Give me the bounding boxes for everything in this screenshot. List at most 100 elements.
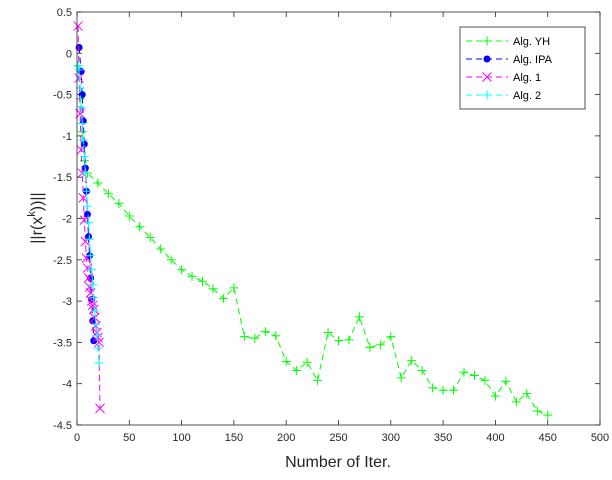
data-point [85,234,95,244]
x-tick-label: 150 [225,432,243,444]
data-point [522,389,532,399]
data-point [250,333,260,343]
data-point [239,332,249,342]
data-point [229,283,239,293]
data-point [87,265,97,275]
data-point [81,253,92,264]
data-point [83,273,94,283]
data-point [428,383,438,393]
data-point [77,119,87,129]
data-point [334,336,343,346]
data-point [177,265,187,275]
data-point [407,356,417,366]
data-point [417,365,427,375]
series-line [78,47,95,341]
legend-swatch-marker [482,72,492,82]
x-tick-label: 500 [591,432,609,444]
data-point [114,199,124,209]
data-point [208,284,218,294]
data-point [313,375,323,385]
data-point [76,102,86,112]
y-tick-label: -1.5 [53,172,72,184]
data-point [511,397,521,407]
data-point [94,358,104,368]
legend-entry-label: Alg. YH [513,36,550,48]
x-axis: 0 50 100 150 200 250 300 350 400 450 500 [74,12,609,444]
x-tick-label: 450 [539,432,557,444]
x-tick-label: 50 [123,432,135,444]
legend: Alg. YH Alg. IPA Alg. 1 Alg. 2 [459,26,586,110]
y-tick-label: -4 [62,379,72,391]
data-point [103,189,113,199]
data-point [365,342,375,352]
data-point [543,410,553,420]
y-tick-label: -3 [62,296,72,308]
data-point [469,370,479,380]
data-point [89,293,99,303]
data-point [480,375,490,385]
y-tick-label: -2.5 [53,255,72,267]
data-point [82,263,93,273]
legend-entry-label: Alg. IPA [513,54,553,66]
data-point [82,201,92,211]
data-point [302,357,312,367]
y-tick-label: -1 [62,131,72,143]
x-tick-label: 200 [277,432,295,444]
data-point [84,218,94,228]
x-tick-label: 0 [74,432,80,444]
data-point [166,255,176,265]
data-point [490,391,500,401]
x-axis-label: Number of Iter. [285,454,391,471]
data-point [74,65,84,75]
data-point [80,236,91,247]
data-point [260,327,270,337]
data-point [375,340,385,350]
data-point [459,367,469,377]
data-point [89,312,100,323]
data-point [80,168,90,178]
legend-swatch-marker [482,90,492,100]
data-point [386,332,396,342]
data-point [271,331,281,341]
y-tick-label: -3.5 [53,337,72,349]
data-point [187,271,197,281]
x-tick-label: 350 [434,432,452,444]
plot-area [73,21,553,420]
data-point [91,319,101,329]
x-tick-label: 100 [172,432,190,444]
x-tick-label: 400 [486,432,504,444]
legend-swatch-marker [482,36,492,46]
data-point [93,178,103,188]
x-tick-label: 250 [329,432,347,444]
data-point [145,232,155,242]
data-point [73,21,83,31]
data-point [292,365,302,375]
data-point [124,211,134,221]
data-point [281,356,291,366]
data-point [73,61,83,71]
data-point [86,251,96,261]
data-point [396,373,406,383]
x-tick-label: 300 [382,432,400,444]
data-point [93,343,103,353]
y-tick-label: -2 [62,214,72,226]
y-tick-label: -0.5 [53,90,72,102]
data-point [75,44,83,52]
data-point [90,306,100,316]
legend-entry-label: Alg. 2 [513,90,541,102]
y-tick-label: -4.5 [53,420,72,432]
legend-entry-label: Alg. 1 [513,72,541,84]
data-point [532,406,542,416]
data-point [88,280,98,290]
data-point [344,335,354,345]
data-point [81,186,91,196]
data-point [198,276,208,286]
data-point [87,300,98,311]
data-point [78,135,88,145]
data-point [79,152,89,162]
data-point [88,304,99,315]
y-tick-label: 0 [66,48,72,60]
data-point [323,327,333,337]
data-point [94,337,104,348]
